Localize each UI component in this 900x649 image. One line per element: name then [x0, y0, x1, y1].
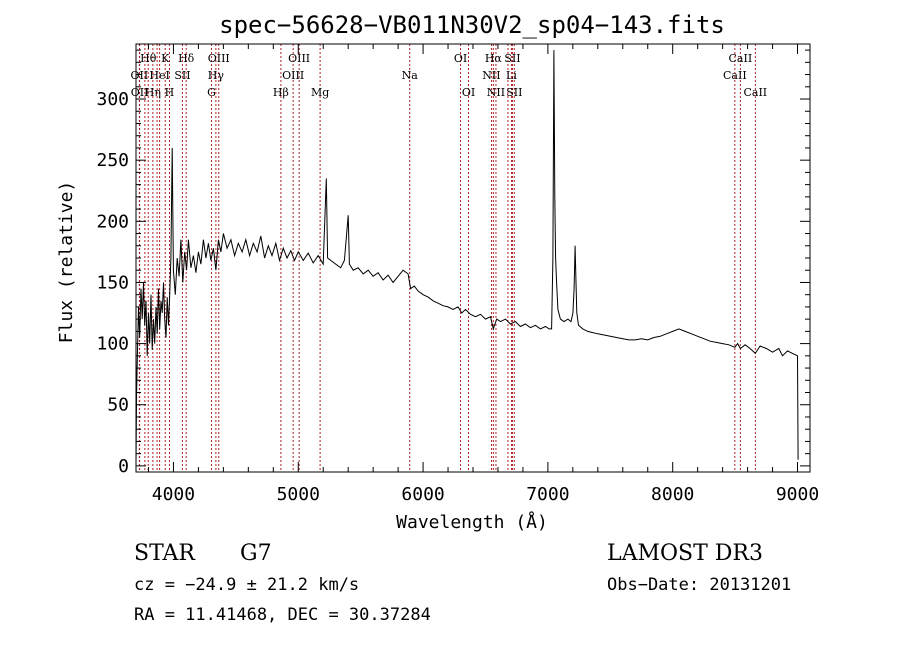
y-tick-label: 50: [107, 395, 129, 416]
line-label: SII: [506, 86, 522, 99]
y-tick-label: 150: [96, 272, 129, 293]
y-tick-label: 100: [96, 334, 129, 355]
object-class: STAR: [134, 541, 196, 566]
x-axis-label: Wavelength (Å): [396, 511, 548, 533]
line-label: CaII: [723, 69, 747, 82]
x-tick-label: 6000: [401, 484, 444, 505]
redshift-readout: cz = −24.9 ± 21.2 km/s: [134, 575, 359, 595]
line-label: Hθ: [140, 52, 157, 65]
line-label: OI: [462, 86, 475, 99]
y-tick-label: 250: [96, 150, 129, 171]
y-tick-label: 0: [118, 456, 129, 477]
line-label: Li: [506, 69, 517, 82]
x-axis-ticks: 4000 5000 6000 7000 8000 9000: [147, 44, 819, 505]
line-label: Na: [402, 69, 419, 82]
object-subclass: G7: [240, 541, 272, 566]
line-label: Hη: [145, 86, 161, 99]
line-label: NII: [482, 69, 500, 82]
x-tick-label: 5000: [277, 484, 320, 505]
line-label: SII: [174, 69, 190, 82]
line-label: Hγ: [208, 69, 225, 82]
line-label: OIII: [208, 52, 230, 65]
line-label: CaII: [729, 52, 753, 65]
line-label: OII: [131, 86, 149, 99]
coordinates: RA = 11.41468, DEC = 30.37284: [134, 605, 431, 625]
line-label: OIII: [282, 69, 304, 82]
line-label: Hδ: [178, 52, 195, 65]
y-axis-label: Flux (relative): [56, 181, 77, 344]
line-label: OII: [131, 69, 149, 82]
survey-name: LAMOST DR3: [607, 541, 763, 566]
line-label: K: [161, 52, 170, 65]
obs-date: Obs−Date: 20131201: [607, 575, 791, 595]
y-tick-label: 200: [96, 211, 129, 232]
emission-line-markers: [138, 44, 756, 472]
line-label: Hβ: [273, 86, 289, 99]
line-label: H: [165, 86, 175, 99]
line-label: SII: [504, 52, 520, 65]
x-tick-label: 9000: [776, 484, 819, 505]
line-label: G: [207, 86, 216, 99]
x-tick-label: 4000: [152, 484, 195, 505]
y-axis-ticks: 0 50 100 150 200 250 300: [96, 49, 810, 477]
line-label: Mg: [311, 86, 329, 99]
y-tick-label: 300: [96, 89, 129, 110]
x-tick-label: 8000: [651, 484, 694, 505]
x-tick-label: 7000: [526, 484, 569, 505]
line-label: OIII: [288, 52, 310, 65]
chart-title: spec−56628−VB011N30V2_sp04−143.fits: [219, 11, 725, 39]
line-label: Hα: [485, 52, 503, 65]
spectrum-series: [135, 50, 799, 464]
line-label: HeI: [149, 69, 169, 82]
line-label: OI: [454, 52, 467, 65]
line-label: NII: [487, 86, 505, 99]
plot-frame: [135, 43, 811, 473]
line-label: CaII: [743, 86, 767, 99]
